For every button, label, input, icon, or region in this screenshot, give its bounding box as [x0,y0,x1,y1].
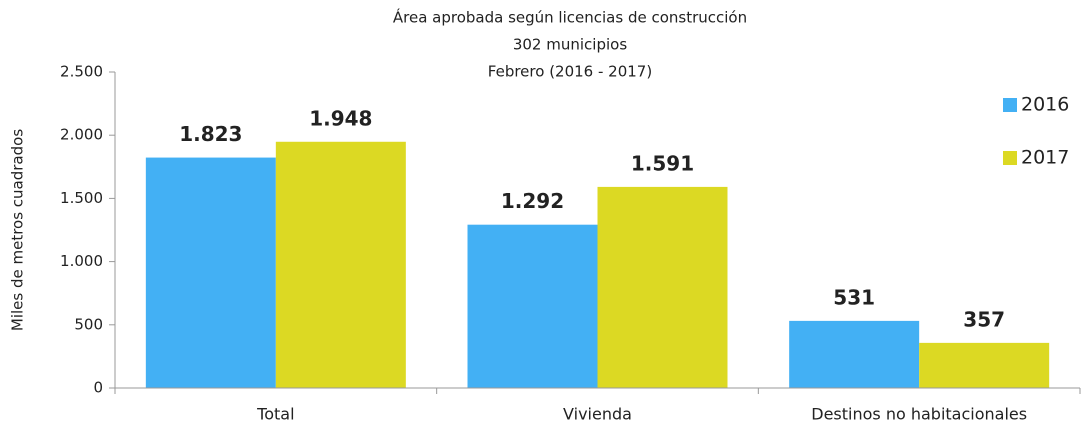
legend-label: 2016 [1021,94,1069,116]
legend-swatch [1003,151,1017,165]
bar [597,186,728,388]
bar [919,342,1050,388]
legend-label: 2017 [1021,147,1069,169]
value-label: 1.292 [501,189,564,213]
bar [145,157,276,388]
chart-title: Área aprobada según licencias de constru… [393,8,747,27]
x-tick-label: Total [256,405,294,424]
y-tick-label: 2.000 [60,126,103,144]
value-label: 1.948 [309,106,372,130]
value-label: 357 [963,307,1005,331]
value-label: 1.823 [179,122,242,146]
y-tick-label: 500 [74,315,103,333]
x-tick-label: Vivienda [563,405,632,424]
value-label: 1.591 [631,151,694,175]
bar [789,320,920,388]
y-tick-label: 1.000 [60,252,103,270]
x-tick-label: Destinos no habitacionales [811,405,1027,424]
y-tick-label: 0 [93,379,103,397]
bar [467,224,598,388]
legend-swatch [1003,98,1017,112]
value-label: 531 [833,285,875,309]
y-tick-label: 2.500 [60,63,103,81]
y-axis-label: Miles de metros cuadrados [9,129,27,331]
chart-subtitle: 302 municipios [513,36,627,54]
y-tick-label: 1.500 [60,189,103,207]
bar [275,141,406,388]
chart-subtitle: Febrero (2016 - 2017) [488,63,652,81]
